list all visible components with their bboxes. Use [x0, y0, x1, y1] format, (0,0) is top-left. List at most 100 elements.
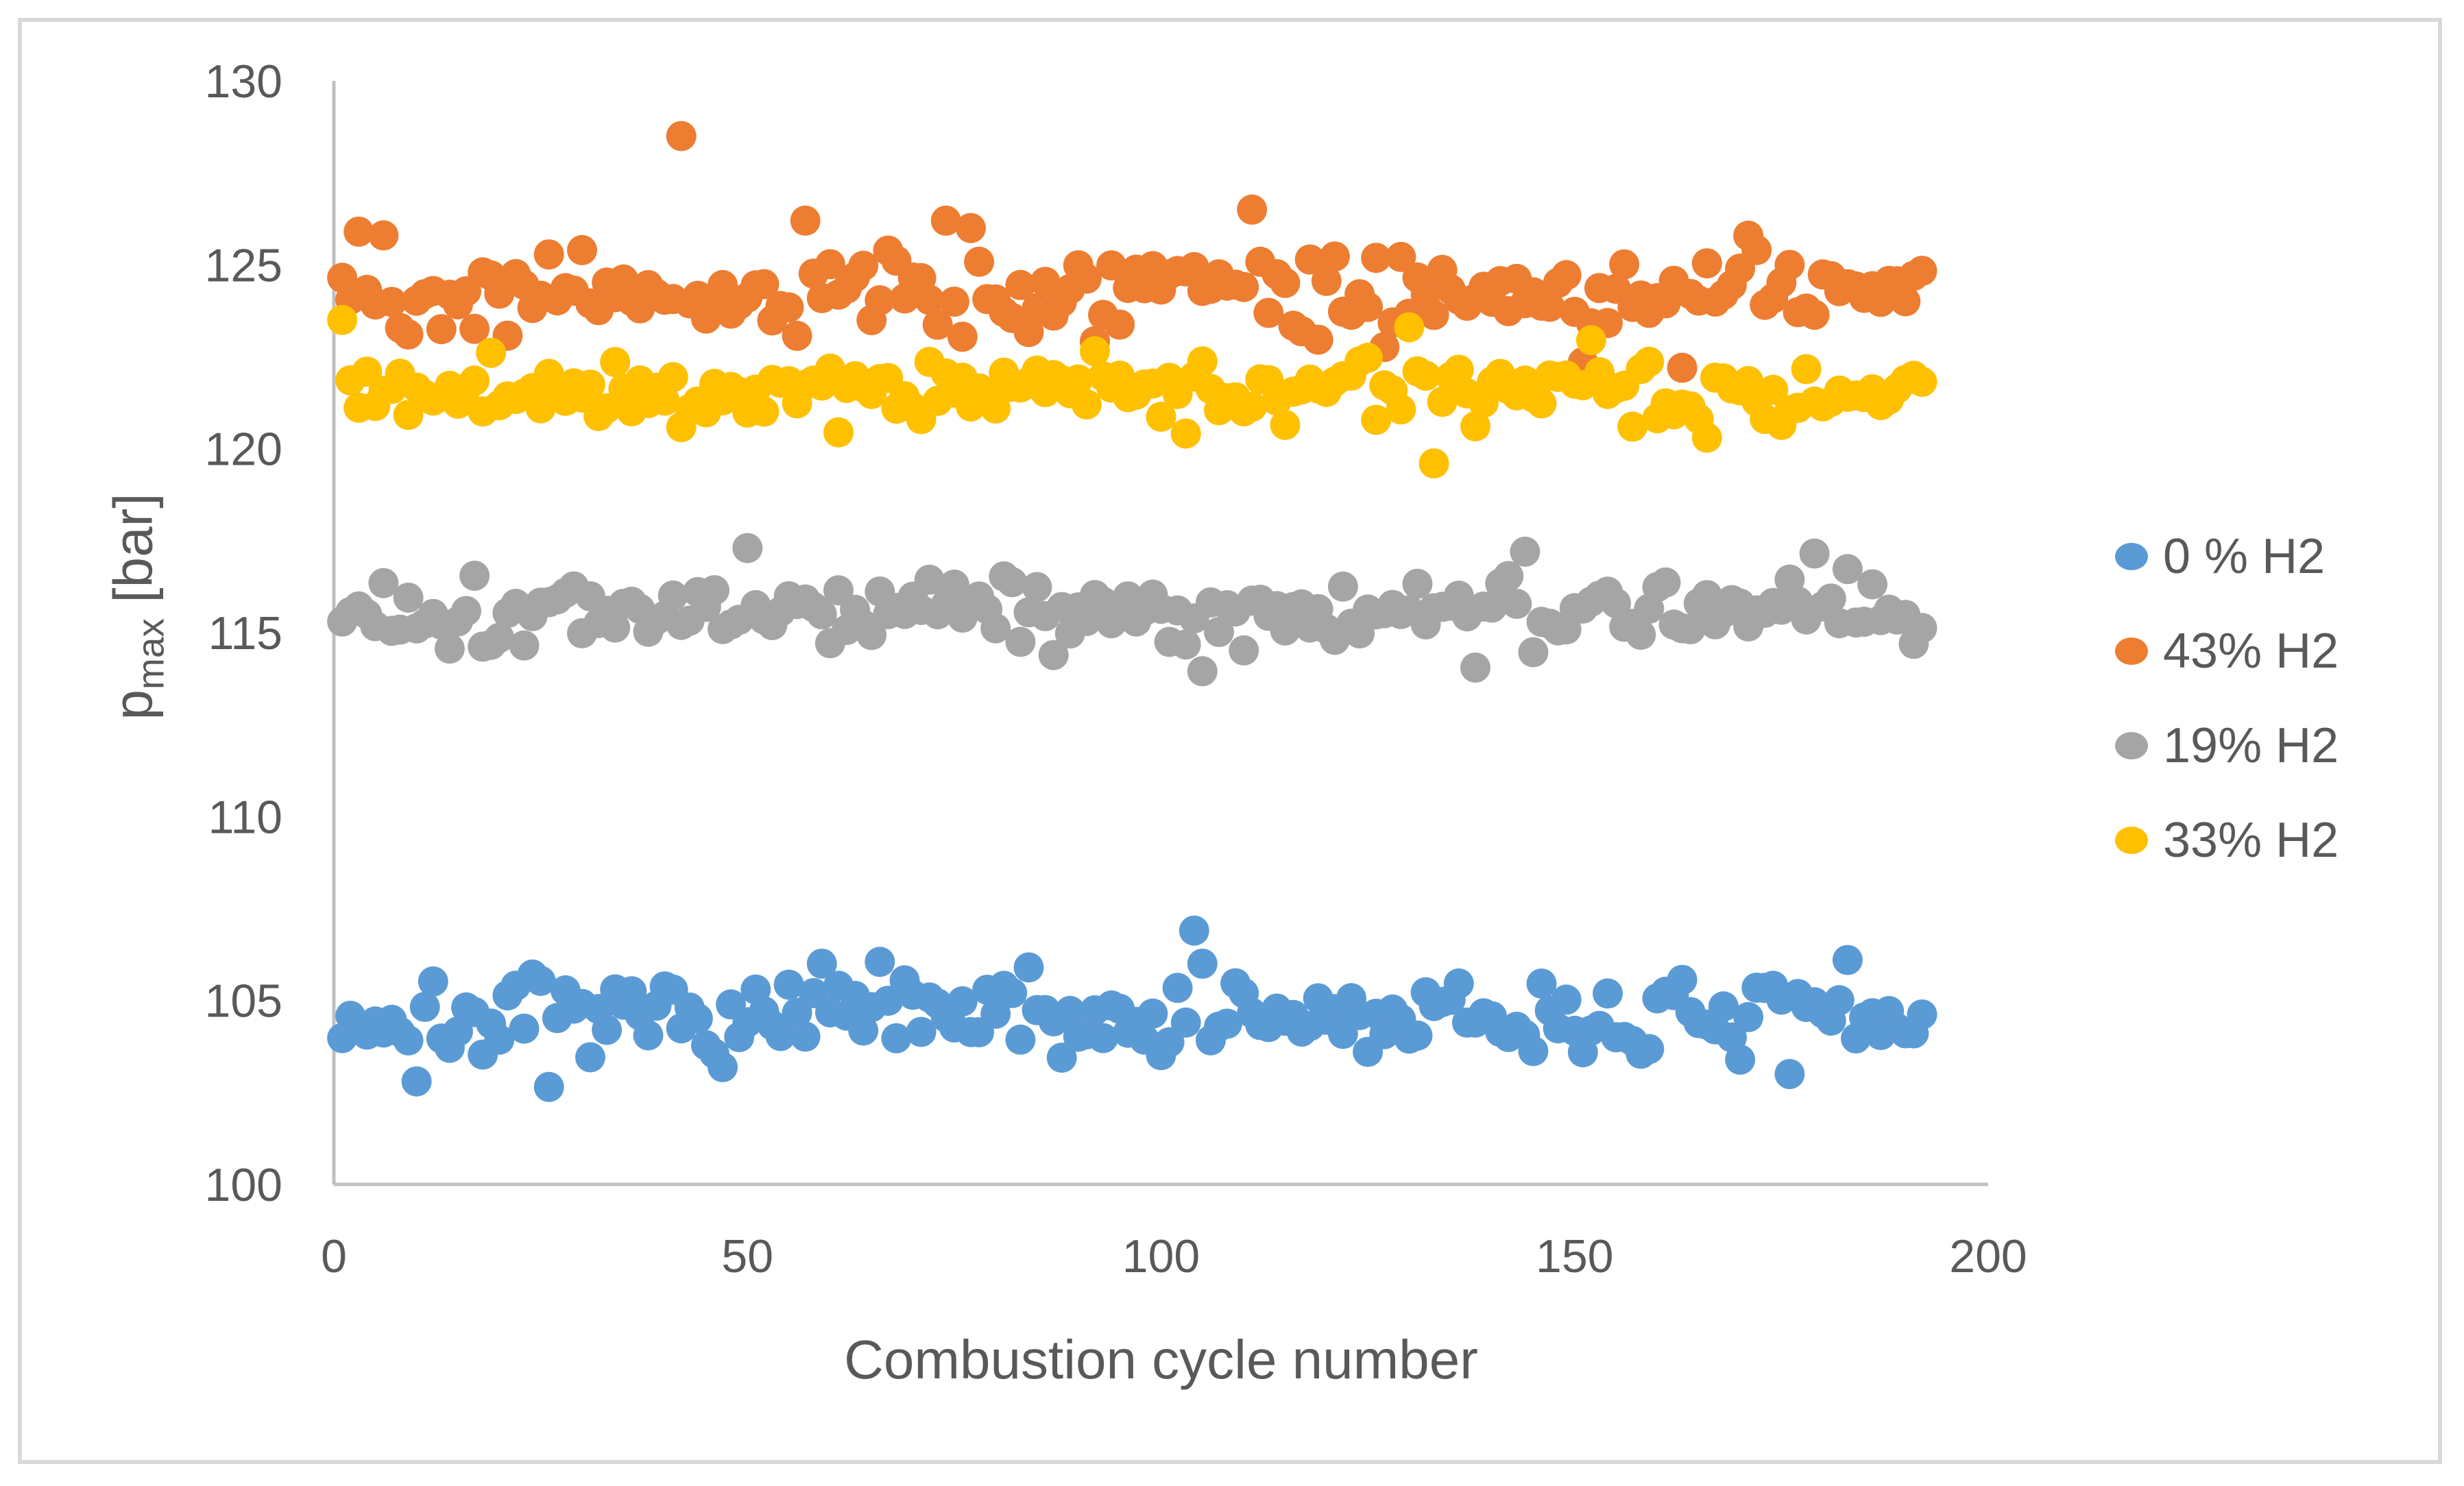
data-point [1857, 569, 1888, 600]
y-tick-label: 120 [205, 424, 282, 476]
data-point [814, 249, 845, 280]
data-point [1526, 969, 1557, 999]
data-point [848, 1015, 879, 1046]
legend-item: 0 % H2 [2115, 509, 2339, 604]
data-point [1361, 404, 1392, 435]
data-point [1030, 267, 1061, 297]
data-point [1626, 620, 1656, 650]
x-tick-label: 200 [1949, 1230, 2027, 1282]
data-point [1708, 991, 1739, 1022]
data-point [1534, 291, 1565, 322]
data-point [1725, 1045, 1756, 1075]
data-point [1179, 915, 1209, 946]
y-axis-title-unit: [bar] [102, 493, 164, 603]
data-point [956, 212, 986, 243]
data-point [1229, 635, 1259, 666]
x-tick-label: 150 [1536, 1230, 1613, 1282]
data-point [865, 285, 895, 316]
data-point [1022, 572, 1052, 602]
data-point [906, 1016, 937, 1047]
data-point [1609, 249, 1640, 280]
data-point [1005, 269, 1036, 300]
data-point [790, 1021, 821, 1052]
data-point [1418, 448, 1449, 479]
data-point [1758, 374, 1789, 405]
data-point [1179, 252, 1209, 282]
data-point [806, 599, 837, 630]
data-point [1832, 945, 1863, 975]
y-tick-label: 100 [205, 1159, 282, 1211]
data-point [1824, 985, 1855, 1016]
legend-label: 33% H2 [2163, 813, 2339, 868]
y-tick-label: 105 [205, 975, 282, 1027]
data-point [1187, 346, 1218, 377]
data-point [575, 369, 605, 400]
data-point [1187, 949, 1218, 979]
data-point [1353, 291, 1384, 322]
data-point [1418, 300, 1449, 330]
x-tick-label: 0 [321, 1230, 347, 1282]
data-point [1501, 589, 1532, 619]
data-point [401, 1066, 432, 1097]
data-point [699, 575, 729, 606]
data-point [1104, 309, 1135, 340]
data-point [409, 992, 440, 1022]
data-point [418, 966, 448, 997]
data-point [1237, 391, 1268, 422]
data-point [856, 620, 887, 650]
data-point [1575, 325, 1606, 356]
data-point [1013, 952, 1044, 983]
data-point [848, 250, 879, 281]
data-point [1460, 653, 1490, 683]
data-point [1154, 1027, 1185, 1058]
data-point [393, 400, 424, 430]
data-point [376, 287, 407, 317]
data-point [509, 630, 540, 661]
data-point [575, 1042, 605, 1073]
data-point [1146, 402, 1176, 432]
y-axis-title-subscript: max [129, 618, 172, 690]
data-point [393, 583, 424, 613]
data-point [865, 947, 895, 977]
data-point [1170, 629, 1201, 660]
data-point [922, 309, 953, 340]
data-point [1518, 1036, 1549, 1067]
data-point [1204, 617, 1234, 647]
data-point [1650, 567, 1681, 598]
data-point [980, 613, 1011, 644]
data-point [682, 1003, 713, 1034]
data-point [1890, 286, 1921, 317]
data-point [1410, 361, 1441, 391]
data-point [1791, 354, 1822, 385]
data-point [1691, 422, 1722, 453]
data-point [765, 1021, 796, 1051]
data-point [997, 977, 1028, 1008]
data-point [1229, 271, 1259, 302]
data-point [1774, 1059, 1805, 1089]
data-point [1551, 984, 1582, 1015]
y-tick-label: 115 [208, 607, 282, 659]
series-marker-icon [2115, 827, 2148, 854]
data-point [947, 986, 978, 1016]
data-point [600, 612, 631, 643]
data-point [484, 622, 515, 653]
data-point [1815, 583, 1846, 614]
data-point [1170, 1007, 1201, 1038]
data-point [592, 1014, 623, 1045]
data-point [1691, 248, 1722, 279]
data-point [1907, 999, 1937, 1030]
data-point [393, 319, 424, 350]
data-point [1774, 249, 1805, 280]
data-point [1402, 568, 1433, 599]
data-point [1634, 346, 1665, 377]
data-point [930, 205, 961, 236]
data-point [997, 567, 1028, 598]
data-point [484, 1024, 515, 1055]
series-marker-icon [2115, 637, 2148, 665]
data-point [368, 220, 399, 251]
data-point [1162, 973, 1193, 1003]
data-point [1187, 656, 1218, 687]
data-point [1907, 613, 1937, 644]
data-point [1593, 978, 1623, 1009]
data-point [939, 569, 969, 600]
